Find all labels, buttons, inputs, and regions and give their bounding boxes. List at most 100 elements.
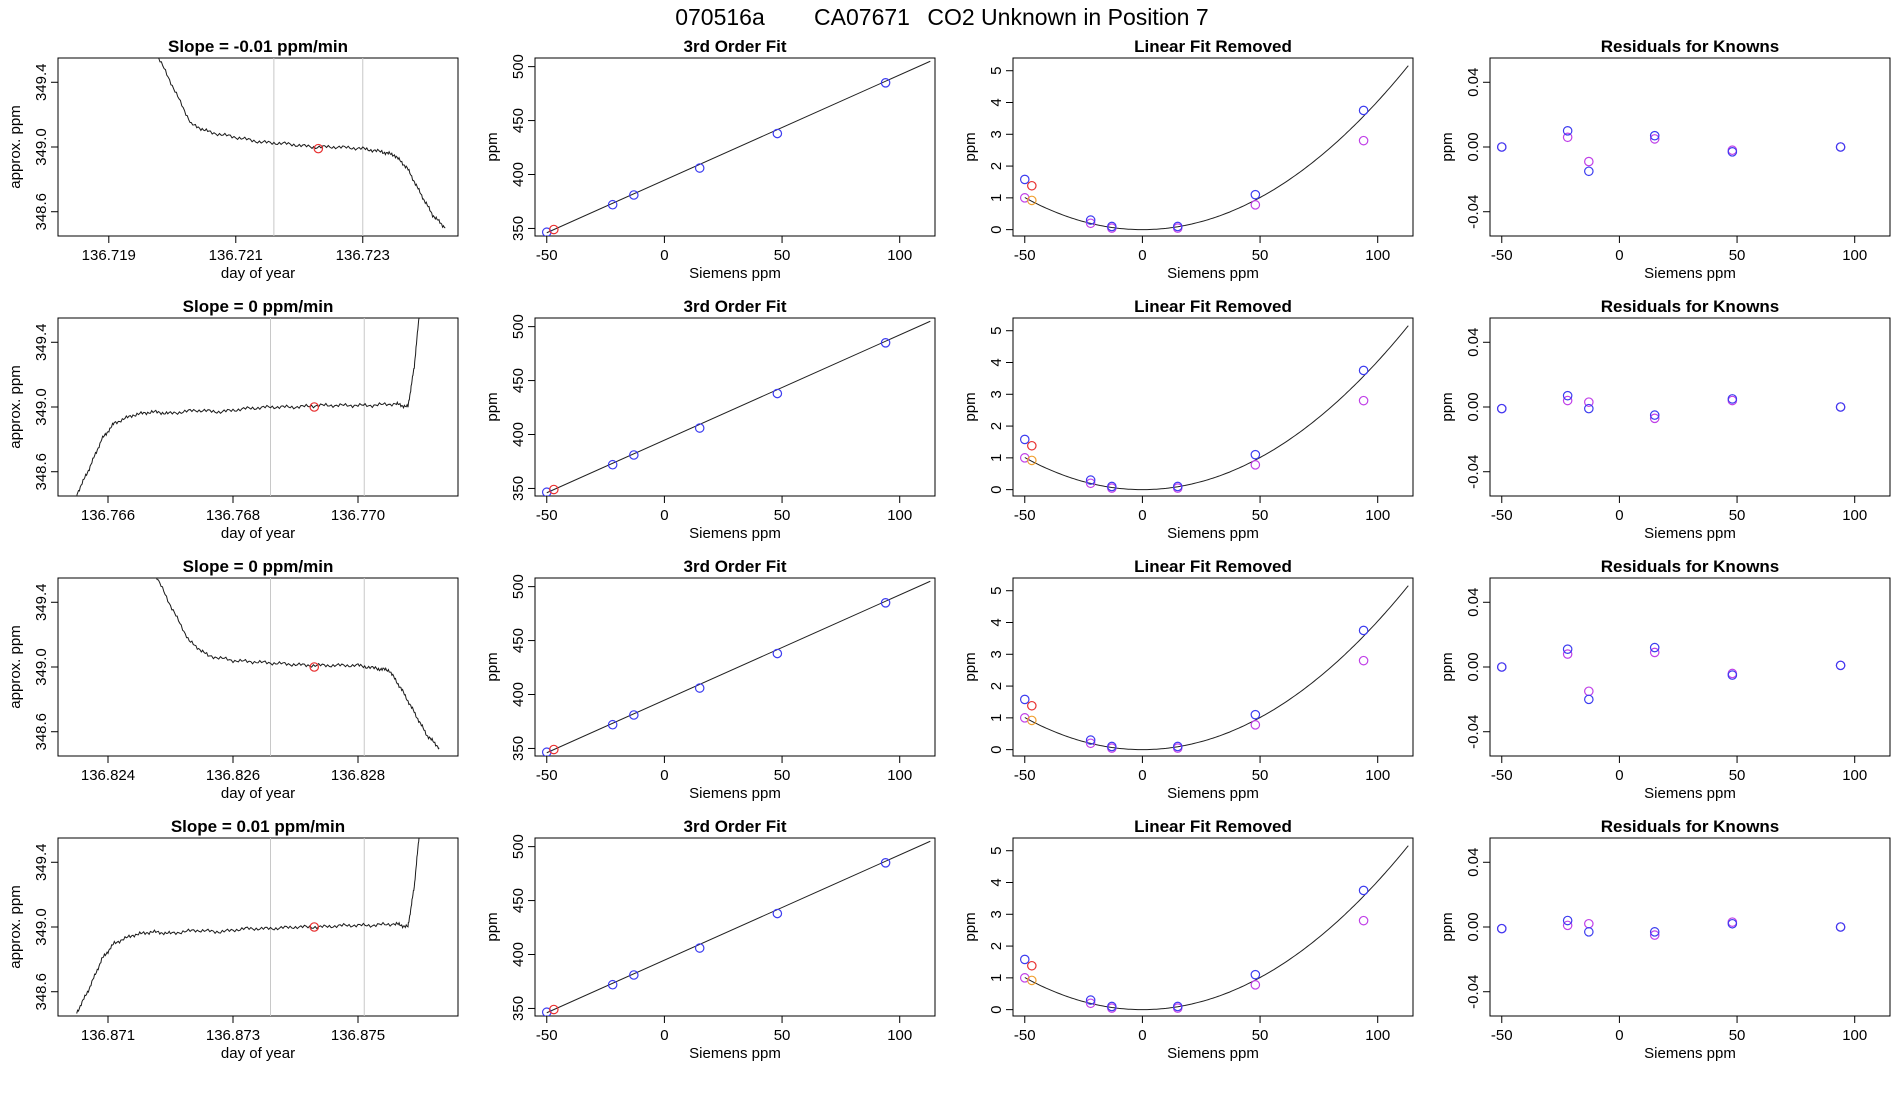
plot-data xyxy=(77,302,421,496)
y-tick-label: 0.04 xyxy=(1465,588,1482,617)
reference-point xyxy=(1028,196,1036,204)
x-tick-label: 0 xyxy=(1615,1027,1623,1044)
plot-data xyxy=(1021,66,1409,233)
y-tick-label: 500 xyxy=(510,574,527,599)
plot-box xyxy=(58,58,458,236)
plot-data xyxy=(543,321,931,496)
residual-point-standard xyxy=(1563,127,1571,135)
y-tick-label: 500 xyxy=(510,54,527,79)
unknown-point xyxy=(1028,442,1036,450)
plot-data xyxy=(543,581,931,756)
x-tick-label: 136.871 xyxy=(81,1027,135,1044)
y-tick-label: 3 xyxy=(988,390,1005,398)
residual-point-standard xyxy=(1836,143,1844,151)
x-tick-label: 100 xyxy=(1365,1027,1390,1044)
x-tick-label: 50 xyxy=(774,507,791,524)
x-tick-label: 50 xyxy=(1729,507,1746,524)
panel-raw-r3: Slope = 0 ppm/min136.824 136.826 136.82834… xyxy=(7,557,458,802)
plot-data xyxy=(1498,916,1845,939)
panel-title: Slope = 0 ppm/min xyxy=(183,297,334,316)
raw-trace xyxy=(153,47,445,228)
x-tick-label: 100 xyxy=(1365,767,1390,784)
fit-line xyxy=(547,581,931,753)
x-axis-label: Siemens ppm xyxy=(1644,265,1736,282)
plot-box xyxy=(1013,58,1413,236)
x-tick-label: 50 xyxy=(774,247,791,264)
residual-point-standard xyxy=(1563,391,1571,399)
panel-resid-r3: Residuals for Knowns-50 0 50 100-0.040.000.… xyxy=(1439,557,1890,802)
x-axis-label: day of year xyxy=(221,1045,295,1062)
x-tick-label: 0 xyxy=(1138,247,1146,264)
plot-data xyxy=(153,47,445,236)
panel-title: Residuals for Knowns xyxy=(1601,557,1780,576)
y-tick-label: 1 xyxy=(988,974,1005,982)
known-point xyxy=(1359,136,1367,144)
y-axis-label: ppm xyxy=(962,912,979,941)
y-tick-label: 0.04 xyxy=(1465,328,1482,357)
y-tick-label: 500 xyxy=(510,834,527,859)
y-tick-label: 0.00 xyxy=(1465,392,1482,421)
y-tick-label: 349.4 xyxy=(33,843,50,881)
standard-point xyxy=(1359,886,1367,894)
y-tick-label: 400 xyxy=(510,422,527,447)
x-tick-label: 136.824 xyxy=(81,767,135,784)
plot-box xyxy=(1013,318,1413,496)
x-tick-label: 50 xyxy=(1729,767,1746,784)
x-tick-label: 50 xyxy=(1252,767,1269,784)
y-tick-label: 0 xyxy=(988,225,1005,233)
standard-point xyxy=(773,389,781,397)
x-axis-label: day of year xyxy=(221,525,295,542)
residual-point-standard xyxy=(1563,916,1571,924)
x-tick-label: -50 xyxy=(536,507,558,524)
panel-linres-r2: Linear Fit Removed-50 0 50 100012345Siemens… xyxy=(962,297,1413,542)
plot-data xyxy=(77,822,421,1016)
residual-point-known xyxy=(1651,648,1659,656)
x-tick-label: 136.875 xyxy=(331,1027,385,1044)
standard-point xyxy=(696,164,704,172)
x-tick-label: 136.721 xyxy=(209,247,263,264)
y-tick-label: 5 xyxy=(988,587,1005,595)
known-point xyxy=(1251,461,1259,469)
x-tick-label: 50 xyxy=(1252,507,1269,524)
residual-point-standard xyxy=(1585,928,1593,936)
y-tick-label: 348.6 xyxy=(33,453,50,491)
panel-fit-r1: 3rd Order Fit-50 0 50 100350400450500Siemen… xyxy=(484,37,935,282)
standard-point xyxy=(1359,626,1367,634)
y-axis-label: ppm xyxy=(484,132,501,161)
y-axis-label: ppm xyxy=(1439,392,1456,421)
x-axis-label: Siemens ppm xyxy=(689,525,781,542)
x-tick-label: 100 xyxy=(1842,247,1867,264)
x-axis-label: day of year xyxy=(221,785,295,802)
x-tick-label: -50 xyxy=(1014,247,1036,264)
y-tick-label: -0.04 xyxy=(1465,195,1482,229)
plot-box xyxy=(1013,838,1413,1016)
unknown-point xyxy=(1028,182,1036,190)
y-tick-label: 0 xyxy=(988,745,1005,753)
x-tick-label: 0 xyxy=(660,247,668,264)
x-tick-label: 136.719 xyxy=(82,247,136,264)
y-tick-label: 4 xyxy=(988,878,1005,886)
y-axis-label: ppm xyxy=(1439,652,1456,681)
y-axis-label: ppm xyxy=(962,652,979,681)
y-axis-label: ppm xyxy=(484,392,501,421)
y-tick-label: -0.04 xyxy=(1465,975,1482,1009)
residual-point-standard xyxy=(1651,643,1659,651)
y-axis-label: ppm xyxy=(484,912,501,941)
x-tick-label: -50 xyxy=(1491,1027,1513,1044)
y-tick-label: 2 xyxy=(988,422,1005,430)
x-tick-label: 100 xyxy=(1365,247,1390,264)
y-tick-label: 400 xyxy=(510,942,527,967)
fit-line xyxy=(547,61,931,233)
y-axis-label: ppm xyxy=(1439,912,1456,941)
x-axis-label: Siemens ppm xyxy=(1644,1045,1736,1062)
figure-canvas: 070516a CA07671 CO2 Unknown in Position … xyxy=(0,0,1900,1100)
y-tick-label: 400 xyxy=(510,682,527,707)
x-axis-label: Siemens ppm xyxy=(1644,525,1736,542)
panel-title: Linear Fit Removed xyxy=(1134,557,1292,576)
x-tick-label: -50 xyxy=(1014,767,1036,784)
x-tick-label: 50 xyxy=(1252,1027,1269,1044)
plot-data xyxy=(1021,326,1409,493)
residual-point-standard xyxy=(1836,923,1844,931)
panel-fit-r4: 3rd Order Fit -50 0 50 100 350 400 450 500 Siemen… xyxy=(484,817,935,1062)
y-tick-label: 348.6 xyxy=(33,193,50,231)
